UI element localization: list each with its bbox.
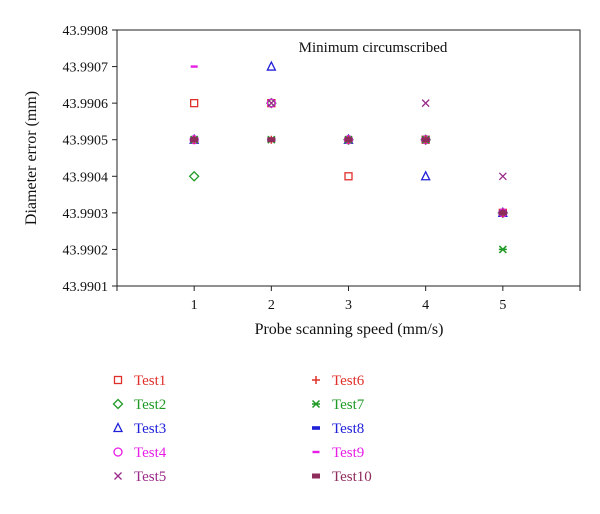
y-axis: 43.9901 43.9902 43.9903 43.9904 43.9905 43.99… — [63, 24, 117, 295]
legend-label: Test3 — [134, 421, 166, 437]
legend-marker-test8 — [312, 426, 320, 430]
legend-marker-test6 — [312, 376, 320, 384]
legend-label: Test8 — [332, 421, 364, 437]
data-points — [188, 60, 509, 254]
y-tick-label: 43.9902 — [63, 243, 109, 258]
data-point-test9 — [190, 65, 198, 68]
x-tick-label: 1 — [191, 298, 198, 313]
legend-label: Test1 — [134, 373, 166, 389]
data-point-test10 — [421, 137, 430, 143]
data-point-test7 — [498, 245, 507, 254]
data-point-test5 — [498, 172, 507, 181]
legend-label: Test2 — [134, 397, 166, 413]
legend-marker-test2 — [112, 398, 124, 410]
plot-area — [116, 29, 581, 287]
chart-title: Minimum circumscribed — [299, 40, 448, 56]
legend-item-test9: Test9 — [312, 445, 364, 461]
data-point-test1 — [344, 172, 353, 181]
y-axis-label: Diameter error (mm) — [23, 91, 40, 225]
x-tick-label: 4 — [422, 298, 429, 313]
legend-item-test5: Test5 — [114, 469, 166, 485]
data-point-test10 — [190, 137, 199, 143]
y-tick-label: 43.9907 — [63, 61, 109, 76]
data-point-test10 — [267, 137, 276, 143]
legend-marker-test5 — [114, 472, 122, 480]
data-point-test2 — [188, 170, 200, 182]
legend-label: Test5 — [134, 469, 166, 485]
data-point-test3 — [420, 170, 431, 181]
y-tick-label: 43.9906 — [63, 97, 109, 112]
legend-item-test6: Test6 — [312, 373, 365, 389]
series-test10 — [190, 137, 507, 216]
legend-item-test7: Test7 — [311, 397, 365, 413]
y-tick-label: 43.9908 — [63, 24, 109, 39]
legend-item-test10: Test10 — [312, 469, 372, 485]
legend-marker-test9 — [312, 450, 320, 454]
legend-marker-test4 — [113, 447, 123, 457]
x-tick-label: 3 — [345, 298, 352, 313]
legend-marker-test3 — [112, 422, 124, 433]
data-point-test5 — [421, 99, 430, 108]
data-point-test5 — [267, 99, 276, 108]
legend-marker-test1 — [113, 375, 123, 385]
y-tick-label: 43.9901 — [63, 280, 109, 295]
y-tick-label: 43.9903 — [63, 207, 109, 222]
y-tick-label: 43.9905 — [63, 134, 109, 149]
legend-label: Test7 — [332, 397, 365, 413]
legend-item-test8: Test8 — [312, 421, 364, 437]
data-point-test3 — [266, 60, 277, 71]
data-point-test10 — [344, 137, 353, 143]
legend-item-test3: Test3 — [112, 421, 166, 437]
x-axis-label: Probe scanning speed (mm/s) — [255, 321, 444, 338]
legend-marker-test7 — [311, 399, 321, 409]
legend-label: Test4 — [134, 445, 167, 461]
data-point-test1 — [190, 98, 199, 108]
y-tick-label: 43.9904 — [63, 170, 109, 185]
legend-item-test2: Test2 — [112, 397, 166, 413]
legend-item-test1: Test1 — [113, 373, 166, 389]
data-point-test10 — [498, 210, 507, 216]
legend-label: Test10 — [332, 469, 372, 485]
data-point-test4 — [266, 98, 276, 108]
legend: Test1 Test2 Test3 Test4 Test5 Test6 Test7 Test8… — [112, 373, 372, 485]
legend-item-test4: Test4 — [113, 445, 167, 461]
x-tick-label: 5 — [499, 298, 506, 313]
x-axis: 1 2 3 4 5 — [116, 286, 581, 313]
legend-label: Test9 — [332, 445, 364, 461]
legend-marker-test10 — [312, 473, 320, 479]
legend-label: Test6 — [332, 373, 365, 389]
x-tick-label: 2 — [268, 298, 275, 313]
